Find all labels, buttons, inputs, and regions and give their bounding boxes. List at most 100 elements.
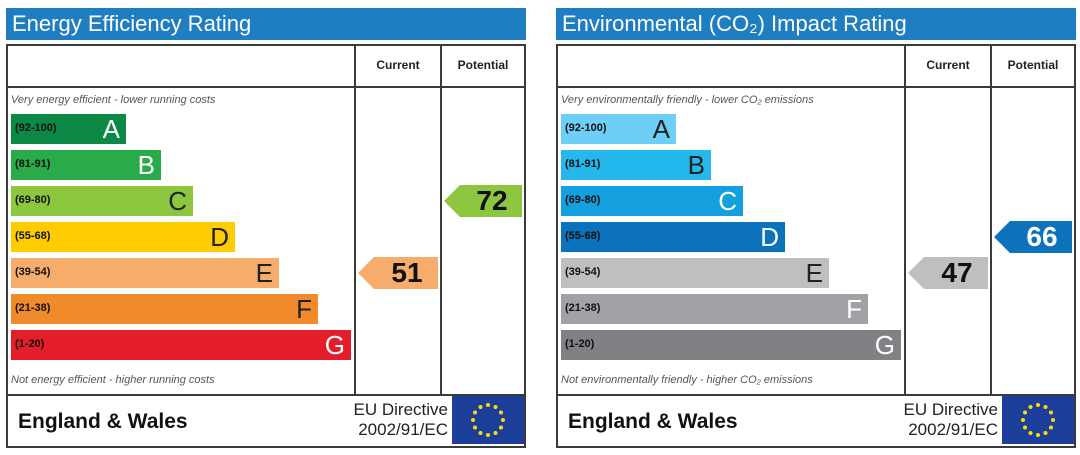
band-range-label: (39-54): [15, 266, 51, 278]
eu-star: [493, 405, 498, 410]
eu-star: [1028, 430, 1033, 435]
band-letter: G: [324, 330, 345, 360]
rating-band-c: (69-80) C: [561, 186, 743, 216]
column-divider: [990, 46, 992, 394]
current-arrow-fill: [908, 257, 988, 289]
potential-arrow-shape: [444, 185, 522, 217]
eu-star: [1043, 430, 1048, 435]
column-divider: [904, 46, 906, 394]
potential-rating-arrow: 72: [444, 185, 522, 217]
rating-band-g: (1-20) G: [561, 330, 901, 360]
eu-star: [1021, 418, 1025, 422]
rating-band-b: (81-91) B: [11, 150, 161, 180]
eu-stars-icon: [1021, 403, 1055, 437]
eu-star: [473, 410, 478, 415]
band-range-label: (39-54): [565, 266, 601, 278]
eu-star: [493, 430, 498, 435]
current-rating-value: 51: [391, 257, 423, 288]
current-rating-arrow: 51: [358, 257, 438, 289]
rating-band-g: (1-20) G: [11, 330, 351, 360]
energy-efficiency-panel: Energy Efficiency Rating Current Potential…: [6, 8, 526, 448]
eu-star: [473, 425, 478, 430]
eu-star: [1036, 403, 1040, 407]
column-divider: [354, 46, 356, 394]
top-note: Very energy efficient - lower running co…: [11, 94, 216, 106]
rating-band-a: (92-100) A: [11, 114, 126, 144]
band-range-label: (92-100): [565, 122, 607, 134]
band-letter: C: [168, 186, 187, 216]
potential-rating-arrow: 66: [994, 221, 1072, 253]
rating-frame: Current Potential Very environmentally fri…: [556, 44, 1076, 448]
band-letter: B: [137, 150, 155, 180]
eu-star: [1023, 425, 1028, 430]
current-arrow-fill: [358, 257, 438, 289]
chart-title: Environmental (CO₂) Impact Rating: [556, 8, 1076, 40]
chart-title: Energy Efficiency Rating: [6, 8, 526, 40]
column-heading-potential: Potential: [1007, 58, 1059, 72]
eu-star: [486, 403, 490, 407]
current-rating-arrow: 47: [908, 257, 988, 289]
band-letter: A: [652, 114, 670, 144]
top-note: Very environmentally friendly - lower CO…: [561, 94, 814, 106]
band-range-label: (21-38): [565, 302, 601, 314]
band-range-label: (69-80): [565, 194, 601, 206]
column-heading-potential: Potential: [457, 58, 509, 72]
band-letter: F: [846, 294, 862, 324]
band-letter: G: [874, 330, 895, 360]
eu-star: [501, 418, 505, 422]
eu-star: [1043, 405, 1048, 410]
potential-rating-value: 66: [1026, 221, 1058, 252]
rating-band-d: (55-68) D: [561, 222, 785, 252]
column-divider: [440, 46, 442, 394]
potential-arrow-shape: [994, 221, 1072, 253]
current-arrow-shape: [358, 257, 438, 289]
band-range-label: (92-100): [15, 122, 57, 134]
eu-star: [498, 425, 503, 430]
eu-star: [1051, 418, 1055, 422]
bottom-note: Not energy efficient - higher running co…: [11, 374, 215, 386]
footer-region: England & Wales: [568, 410, 738, 433]
eu-star: [1023, 410, 1028, 415]
current-rating-value: 47: [941, 257, 973, 288]
column-heading-current: Current: [926, 58, 970, 72]
band-letter: A: [102, 114, 120, 144]
bottom-note: Not environmentally friendly - higher CO…: [561, 374, 813, 386]
footer-divider: [8, 394, 524, 396]
eu-directive-line2: 2002/91/EC: [908, 420, 998, 439]
band-range-label: (55-68): [565, 230, 601, 242]
eu-star: [1048, 410, 1053, 415]
column-heading-current: Current: [376, 58, 420, 72]
potential-arrow-fill: [994, 221, 1072, 253]
current-arrow-shape: [908, 257, 988, 289]
band-range-label: (55-68): [15, 230, 51, 242]
rating-band-e: (39-54) E: [11, 258, 279, 288]
rating-frame: Current Potential Very energy efficient - …: [6, 44, 526, 448]
rating-band-e: (39-54) E: [561, 258, 829, 288]
header-divider: [8, 86, 524, 88]
band-range-label: (1-20): [565, 338, 595, 350]
header-divider: [558, 86, 1074, 88]
eu-star: [1028, 405, 1033, 410]
eu-star: [478, 405, 483, 410]
rating-band-b: (81-91) B: [561, 150, 711, 180]
eu-flag-icon: [452, 396, 524, 444]
eu-directive-line1: EU Directive: [903, 400, 998, 419]
band-letter: E: [255, 258, 273, 288]
eu-directive-label: EU Directive 2002/91/EC: [858, 400, 998, 440]
band-letter: C: [718, 186, 737, 216]
footer-region: England & Wales: [18, 410, 188, 433]
rating-band-f: (21-38) F: [11, 294, 318, 324]
band-letter: F: [296, 294, 312, 324]
band-range-label: (81-91): [565, 158, 601, 170]
eu-star: [498, 410, 503, 415]
potential-arrow-fill: [444, 185, 522, 217]
band-letter: B: [687, 150, 705, 180]
eu-star: [486, 433, 490, 437]
potential-rating-value: 72: [476, 185, 508, 216]
rating-band-d: (55-68) D: [11, 222, 235, 252]
band-range-label: (21-38): [15, 302, 51, 314]
rating-band-c: (69-80) C: [11, 186, 193, 216]
band-range-label: (1-20): [15, 338, 45, 350]
eu-star: [1036, 433, 1040, 437]
environmental-impact-panel: Environmental (CO₂) Impact Rating Current…: [556, 8, 1076, 448]
